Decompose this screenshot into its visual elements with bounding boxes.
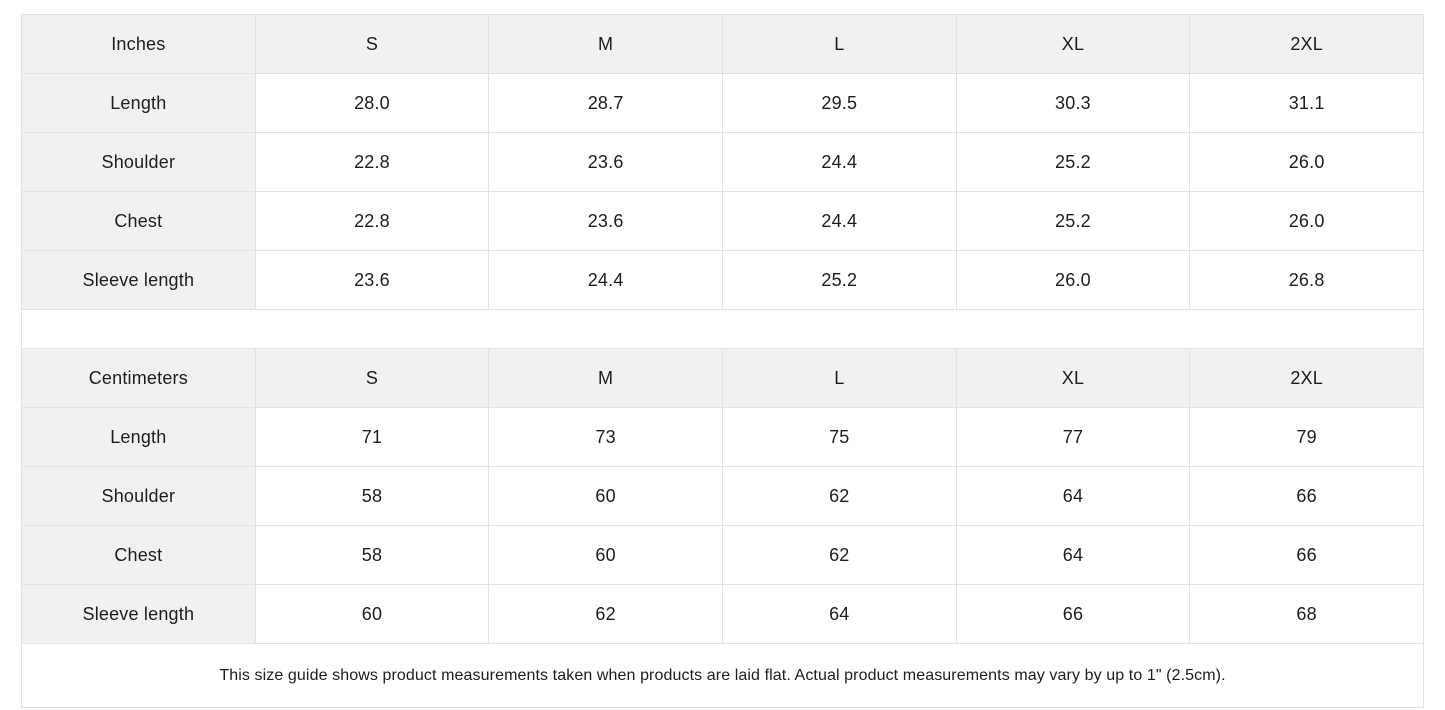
size-column-header-2xl: 2XL [1189,14,1424,74]
measurement-value-cell: 30.3 [955,73,1191,133]
measurement-value-cell: 68 [1189,584,1424,644]
measurement-value-cell: 26.8 [1189,250,1424,310]
measurement-value-cell: 62 [721,525,957,585]
measurement-value-cell: 64 [721,584,957,644]
measurement-value-cell: 28.7 [488,73,723,133]
measurement-label-cell: Chest [21,525,256,585]
size-column-header-s: S [254,348,490,408]
measurement-label-cell: Sleeve length [21,250,256,310]
measurement-value-cell: 60 [488,466,723,526]
measurement-label-cell: Shoulder [21,132,256,192]
measurement-value-cell: 64 [955,525,1191,585]
size-column-header-l: L [721,14,957,74]
measurement-label-cell: Length [21,407,256,467]
table-row-inches-shoulder: Shoulder 22.8 23.6 24.4 25.2 26.0 [21,132,1424,192]
measurement-value-cell: 26.0 [1189,132,1424,192]
measurement-value-cell: 75 [721,407,957,467]
measurement-value-cell: 60 [488,525,723,585]
measurement-value-cell: 60 [254,584,490,644]
size-column-header-m: M [488,348,723,408]
size-column-header-l: L [721,348,957,408]
table-row-cm-length: Length 71 73 75 77 79 [21,407,1424,467]
measurement-value-cell: 22.8 [254,132,490,192]
measurement-value-cell: 23.6 [488,191,723,251]
measurement-value-cell: 62 [488,584,723,644]
measurement-value-cell: 25.2 [721,250,957,310]
measurement-label-cell: Sleeve length [21,584,256,644]
size-column-header-xl: XL [955,348,1191,408]
measurement-value-cell: 73 [488,407,723,467]
measurement-value-cell: 24.4 [721,132,957,192]
measurement-value-cell: 58 [254,525,490,585]
size-column-header-xl: XL [955,14,1191,74]
table-row-inches-length: Length 28.0 28.7 29.5 30.3 31.1 [21,73,1424,133]
measurement-value-cell: 26.0 [1189,191,1424,251]
measurement-value-cell: 28.0 [254,73,490,133]
measurement-value-cell: 23.6 [488,132,723,192]
measurement-value-cell: 31.1 [1189,73,1424,133]
measurement-value-cell: 58 [254,466,490,526]
inches-header-row: Inches S M L XL 2XL [21,14,1424,74]
measurement-label-cell: Length [21,73,256,133]
unit-header-centimeters: Centimeters [21,348,256,408]
measurement-value-cell: 71 [254,407,490,467]
spacer-cell [21,309,1424,349]
measurement-label-cell: Chest [21,191,256,251]
size-column-header-s: S [254,14,490,74]
measurement-value-cell: 66 [1189,466,1424,526]
size-guide-note: This size guide shows product measuremen… [21,643,1424,708]
table-row-inches-chest: Chest 22.8 23.6 24.4 25.2 26.0 [21,191,1424,251]
table-row-cm-sleeve-length: Sleeve length 60 62 64 66 68 [21,584,1424,644]
table-row-inches-sleeve-length: Sleeve length 23.6 24.4 25.2 26.0 26.8 [21,250,1424,310]
measurement-value-cell: 64 [955,466,1191,526]
section-spacer-row [21,309,1424,349]
measurement-value-cell: 26.0 [955,250,1191,310]
note-row: This size guide shows product measuremen… [21,643,1424,708]
measurement-value-cell: 22.8 [254,191,490,251]
table-row-cm-chest: Chest 58 60 62 64 66 [21,525,1424,585]
measurement-value-cell: 79 [1189,407,1424,467]
centimeters-header-row: Centimeters S M L XL 2XL [21,348,1424,408]
size-guide-table: Inches S M L XL 2XL Length 28.0 28.7 29.… [21,14,1424,708]
size-column-header-m: M [488,14,723,74]
measurement-label-cell: Shoulder [21,466,256,526]
measurement-value-cell: 24.4 [488,250,723,310]
measurement-value-cell: 24.4 [721,191,957,251]
measurement-value-cell: 23.6 [254,250,490,310]
measurement-value-cell: 66 [1189,525,1424,585]
size-column-header-2xl: 2XL [1189,348,1424,408]
measurement-value-cell: 25.2 [955,191,1191,251]
measurement-value-cell: 66 [955,584,1191,644]
measurement-value-cell: 77 [955,407,1191,467]
unit-header-inches: Inches [21,14,256,74]
measurement-value-cell: 29.5 [721,73,957,133]
measurement-value-cell: 25.2 [955,132,1191,192]
table-row-cm-shoulder: Shoulder 58 60 62 64 66 [21,466,1424,526]
measurement-value-cell: 62 [721,466,957,526]
